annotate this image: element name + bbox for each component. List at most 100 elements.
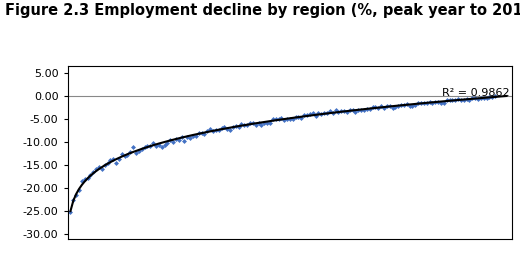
Point: [326, 109, 334, 113]
Point: [477, 96, 485, 100]
Point: [271, 117, 280, 121]
Text: Figure 2.3 Employment decline by region (%, peak year to 2011): Figure 2.3 Employment decline by region …: [5, 3, 520, 18]
Point: [129, 145, 137, 149]
Point: [206, 128, 214, 132]
Point: [371, 105, 380, 109]
Point: [186, 136, 194, 140]
Point: [283, 117, 291, 121]
Point: [109, 157, 118, 161]
Point: [329, 111, 337, 115]
Point: [314, 112, 322, 116]
Point: [175, 138, 183, 142]
Point: [209, 129, 217, 133]
Point: [291, 115, 300, 119]
Point: [189, 134, 197, 138]
Point: [263, 121, 271, 125]
Point: [183, 135, 191, 139]
Point: [366, 106, 374, 110]
Point: [414, 101, 422, 105]
Point: [217, 126, 226, 130]
Point: [243, 123, 251, 127]
Point: [121, 154, 129, 158]
Point: [397, 103, 405, 107]
Point: [269, 117, 277, 121]
Point: [388, 106, 397, 110]
Point: [394, 104, 402, 108]
Point: [362, 107, 371, 112]
Point: [360, 108, 368, 112]
Point: [289, 117, 297, 121]
Point: [294, 115, 303, 119]
Point: [132, 151, 140, 155]
Point: [448, 98, 457, 102]
Point: [220, 125, 228, 129]
Point: [166, 137, 174, 141]
Point: [468, 96, 476, 100]
Point: [434, 100, 443, 104]
Point: [391, 105, 399, 109]
Point: [100, 163, 109, 167]
Point: [483, 96, 491, 100]
Point: [451, 98, 459, 102]
Point: [172, 137, 180, 141]
Point: [385, 104, 394, 108]
Point: [368, 105, 376, 109]
Point: [252, 123, 260, 127]
Point: [354, 108, 362, 113]
Point: [154, 143, 163, 147]
Point: [352, 110, 360, 114]
Point: [431, 100, 439, 104]
Point: [86, 173, 95, 177]
Point: [249, 121, 257, 125]
Point: [115, 156, 123, 161]
Point: [380, 105, 388, 109]
Point: [229, 125, 237, 129]
Point: [420, 101, 428, 105]
Point: [77, 179, 86, 183]
Point: [286, 117, 294, 121]
Point: [169, 140, 177, 144]
Point: [146, 144, 154, 148]
Point: [280, 118, 289, 122]
Point: [123, 153, 132, 157]
Point: [192, 134, 200, 138]
Point: [260, 121, 268, 125]
Point: [240, 123, 249, 127]
Point: [212, 128, 220, 132]
Point: [66, 210, 74, 214]
Point: [89, 170, 97, 174]
Point: [254, 121, 263, 125]
Point: [83, 176, 92, 180]
Point: [231, 123, 240, 128]
Point: [149, 141, 157, 145]
Point: [160, 143, 168, 147]
Point: [143, 144, 151, 148]
Point: [177, 135, 186, 139]
Point: [275, 117, 283, 121]
Point: [479, 96, 488, 100]
Point: [374, 106, 382, 110]
Point: [485, 95, 493, 99]
Point: [246, 121, 254, 125]
Point: [140, 146, 149, 150]
Point: [488, 95, 497, 99]
Point: [428, 101, 437, 105]
Point: [98, 167, 106, 171]
Point: [163, 140, 172, 145]
Point: [317, 112, 326, 116]
Point: [417, 101, 425, 105]
Point: [348, 108, 357, 112]
Point: [346, 108, 354, 112]
Point: [311, 114, 320, 118]
Point: [266, 121, 274, 125]
Point: [235, 125, 243, 129]
Point: [343, 110, 351, 114]
Point: [383, 104, 391, 108]
Point: [180, 138, 189, 142]
Point: [135, 149, 143, 153]
Point: [439, 101, 448, 105]
Point: [423, 101, 431, 105]
Point: [95, 165, 103, 169]
Point: [402, 102, 411, 106]
Point: [81, 177, 89, 181]
